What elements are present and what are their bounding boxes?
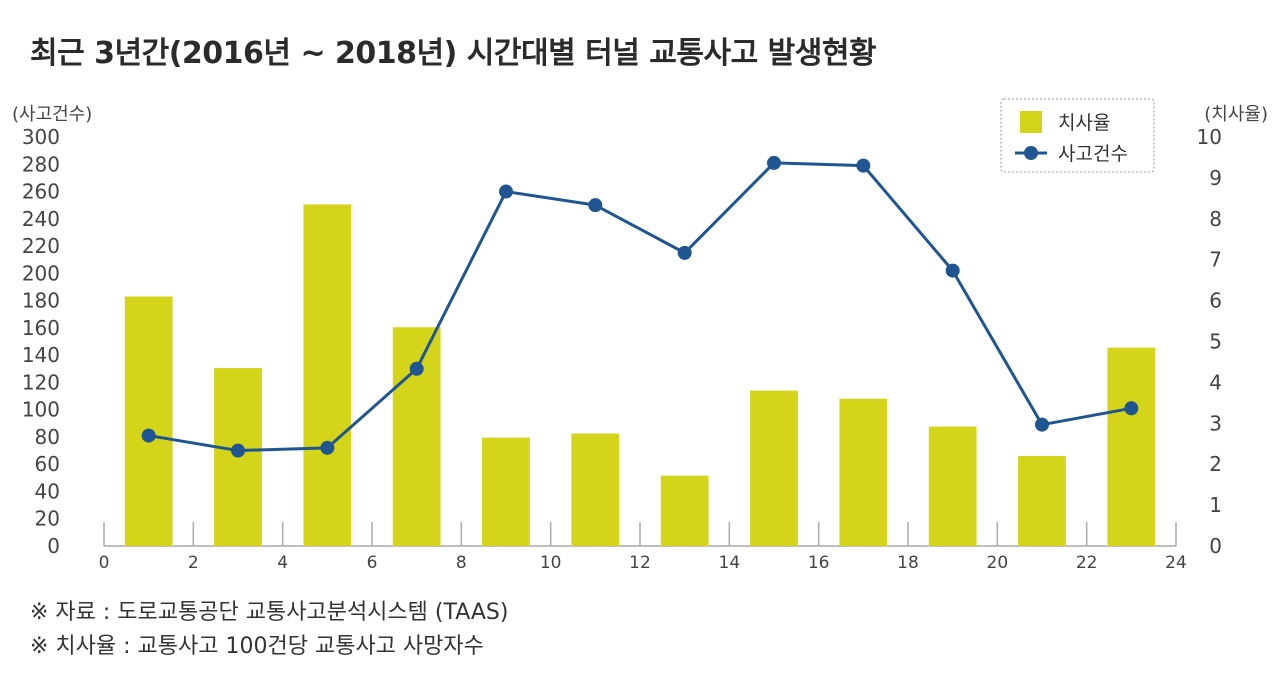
line-point bbox=[588, 198, 603, 213]
axes: 0 2 4 6 8 10 12 14 16 18 20 22 240204060801001201401… bbox=[12, 104, 1268, 573]
bar bbox=[839, 398, 888, 546]
line-point bbox=[767, 155, 781, 170]
bar bbox=[571, 433, 620, 546]
y-left-tick-label: 140 bbox=[22, 343, 60, 367]
y-left-axis-label: (사고건수) bbox=[12, 104, 92, 125]
y-right-tick-label: 2 bbox=[1209, 452, 1222, 476]
source-note: ※ 자료 : 도로교통공단 교통사고분석시스템 (TAAS) bbox=[30, 600, 509, 625]
y-right-axis-label: (치사율) bbox=[1204, 104, 1268, 125]
x-tick-label: 16 bbox=[808, 553, 830, 573]
bar bbox=[660, 475, 709, 546]
bar bbox=[124, 296, 173, 546]
y-left-tick-label: 200 bbox=[22, 261, 60, 285]
y-left-tick-label: 280 bbox=[22, 152, 60, 176]
y-right-tick-label: 7 bbox=[1209, 248, 1222, 272]
line-point bbox=[677, 245, 692, 260]
x-tick-label: 6 bbox=[367, 553, 378, 573]
y-right-tick-label: 10 bbox=[1197, 125, 1222, 149]
y-left-tick-label: 100 bbox=[22, 398, 60, 422]
line-point bbox=[945, 263, 960, 278]
line-point bbox=[409, 361, 424, 376]
x-tick-label: 8 bbox=[456, 553, 467, 573]
x-tick-label: 10 bbox=[540, 553, 562, 573]
line-point bbox=[141, 428, 156, 443]
line-point bbox=[1124, 401, 1139, 416]
bar-series bbox=[124, 204, 1156, 547]
x-tick-label: 4 bbox=[277, 553, 288, 573]
y-left-tick-label: 120 bbox=[22, 370, 60, 394]
legend-swatch-marker bbox=[1024, 146, 1038, 160]
line-point bbox=[499, 184, 513, 199]
x-tick-label: 20 bbox=[987, 553, 1009, 573]
y-left-tick-label: 0 bbox=[47, 534, 60, 558]
x-tick-label: 18 bbox=[897, 553, 919, 573]
bar bbox=[392, 327, 441, 546]
legend-label-bar: 치사율 bbox=[1058, 112, 1110, 134]
x-tick-label: 24 bbox=[1165, 553, 1187, 573]
combo-chart: 0 2 4 6 8 10 12 14 16 18 20 22 240204060801001201401… bbox=[12, 98, 1268, 573]
y-left-tick-label: 60 bbox=[35, 452, 60, 476]
line-point bbox=[856, 158, 871, 173]
y-left-tick-label: 220 bbox=[22, 234, 60, 258]
y-left-tick-label: 80 bbox=[35, 425, 60, 449]
x-tick-label: 14 bbox=[719, 553, 741, 573]
y-left-tick-label: 20 bbox=[35, 507, 60, 531]
y-right-tick-label: 3 bbox=[1209, 411, 1222, 435]
y-right-tick-label: 6 bbox=[1209, 289, 1222, 313]
bar bbox=[303, 204, 352, 547]
x-tick-label: 0 bbox=[99, 553, 110, 573]
y-left-tick-label: 180 bbox=[22, 289, 60, 313]
bar bbox=[750, 390, 798, 546]
y-right-tick-label: 1 bbox=[1209, 493, 1222, 517]
series-line bbox=[148, 161, 1132, 453]
definition-note: ※ 치사율 : 교통사고 100건당 교통사고 사망자수 bbox=[30, 634, 484, 659]
y-left-tick-label: 300 bbox=[22, 125, 60, 149]
line-point bbox=[231, 443, 245, 458]
x-tick-label: 12 bbox=[629, 553, 651, 573]
line-point bbox=[320, 440, 335, 455]
y-right-tick-label: 8 bbox=[1209, 207, 1222, 231]
bar bbox=[1018, 456, 1066, 546]
x-tick-label: 22 bbox=[1076, 553, 1098, 573]
bar bbox=[928, 426, 977, 546]
x-tick-label: 2 bbox=[188, 553, 199, 573]
y-right-tick-label: 5 bbox=[1209, 330, 1222, 354]
y-left-tick-label: 160 bbox=[22, 316, 60, 340]
legend-label-line: 사고건수 bbox=[1058, 143, 1128, 165]
y-left-tick-label: 260 bbox=[22, 180, 60, 204]
y-right-tick-label: 9 bbox=[1209, 166, 1222, 190]
y-right-tick-label: 0 bbox=[1209, 534, 1222, 558]
line-series bbox=[141, 155, 1139, 458]
y-left-tick-label: 40 bbox=[35, 479, 60, 503]
line-point bbox=[1035, 417, 1049, 432]
y-left-tick-label: 240 bbox=[22, 207, 60, 231]
chart-title: 최근 3년간(2016년 ~ 2018년) 시간대별 터널 교통사고 발생현황 bbox=[30, 36, 877, 71]
bar bbox=[482, 437, 530, 546]
legend-swatch-bar bbox=[1020, 111, 1042, 133]
y-right-tick-label: 4 bbox=[1209, 370, 1222, 394]
bar bbox=[1107, 347, 1156, 546]
footnotes: ※ 자료 : 도로교통공단 교통사고분석시스템 (TAAS) ※ 치사율 : 교… bbox=[30, 596, 508, 664]
